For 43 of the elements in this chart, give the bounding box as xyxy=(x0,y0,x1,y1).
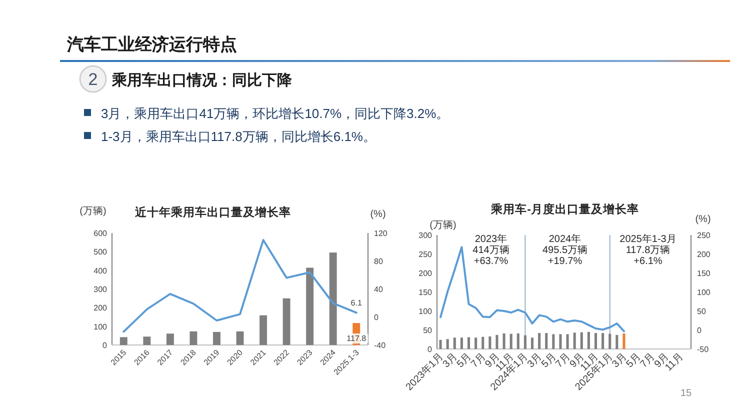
ylabel: (万辆) xyxy=(430,220,456,231)
y2tick: -40 xyxy=(374,341,386,350)
y2tick: 0 xyxy=(697,326,702,335)
annotation: 1-3月，乘用车出口117.8万辆，同比增长6.1%。 xyxy=(101,129,376,144)
ytick: 100 xyxy=(418,307,432,316)
subtitle: 乘用车出口情况：同比下降 xyxy=(112,72,292,89)
ytick: 600 xyxy=(94,229,107,238)
annotation: 3月，乘用车出口41万辆，环比增长10.7%，同比下降3.2%。 xyxy=(101,106,450,121)
y2label: (%) xyxy=(370,209,386,220)
ytick: 50 xyxy=(423,326,432,335)
chart-title: 近十年乘用车出口量及增长率 xyxy=(135,207,291,219)
ytick: 300 xyxy=(94,285,107,294)
ytick: 250 xyxy=(418,250,432,259)
chart-title: 乘用车-月度出口量及增长率 xyxy=(491,204,639,216)
ytick: 200 xyxy=(418,269,432,278)
annotation: 2 xyxy=(88,70,98,89)
annotation: 2025年1-3月 117.8万辆 +6.1% xyxy=(620,234,676,267)
y2tick: 40 xyxy=(374,285,383,294)
annotation: 15 xyxy=(680,388,692,399)
annotation: 2024年 495.5万辆 +19.7% xyxy=(542,234,588,267)
ytick: 100 xyxy=(94,322,107,332)
y2tick: 200 xyxy=(697,250,710,259)
title: 汽车工业经济运行特点 xyxy=(67,35,237,54)
data-label: 6.1 xyxy=(350,298,362,308)
y2label: (%) xyxy=(695,214,711,225)
ytick: 300 xyxy=(418,231,432,240)
ytick: 400 xyxy=(94,266,107,276)
data-label: 117.8 xyxy=(346,334,366,343)
y2tick: 0 xyxy=(374,313,378,322)
y2tick: 150 xyxy=(697,269,710,278)
ytick: 0 xyxy=(428,345,432,354)
annotation: 2023年 414万辆 +63.7% xyxy=(472,234,510,267)
y2tick: 50 xyxy=(697,307,706,316)
ytick: 150 xyxy=(418,288,432,297)
y2tick: 100 xyxy=(697,288,710,297)
y2tick: 80 xyxy=(374,257,383,266)
y2tick: 250 xyxy=(697,231,710,240)
ytick: 200 xyxy=(94,304,107,313)
ytick: 0 xyxy=(102,341,107,350)
ytick: 500 xyxy=(94,248,107,257)
y2tick: 120 xyxy=(374,229,388,238)
ylabel: (万辆) xyxy=(80,206,106,217)
y2tick: -50 xyxy=(697,345,709,354)
